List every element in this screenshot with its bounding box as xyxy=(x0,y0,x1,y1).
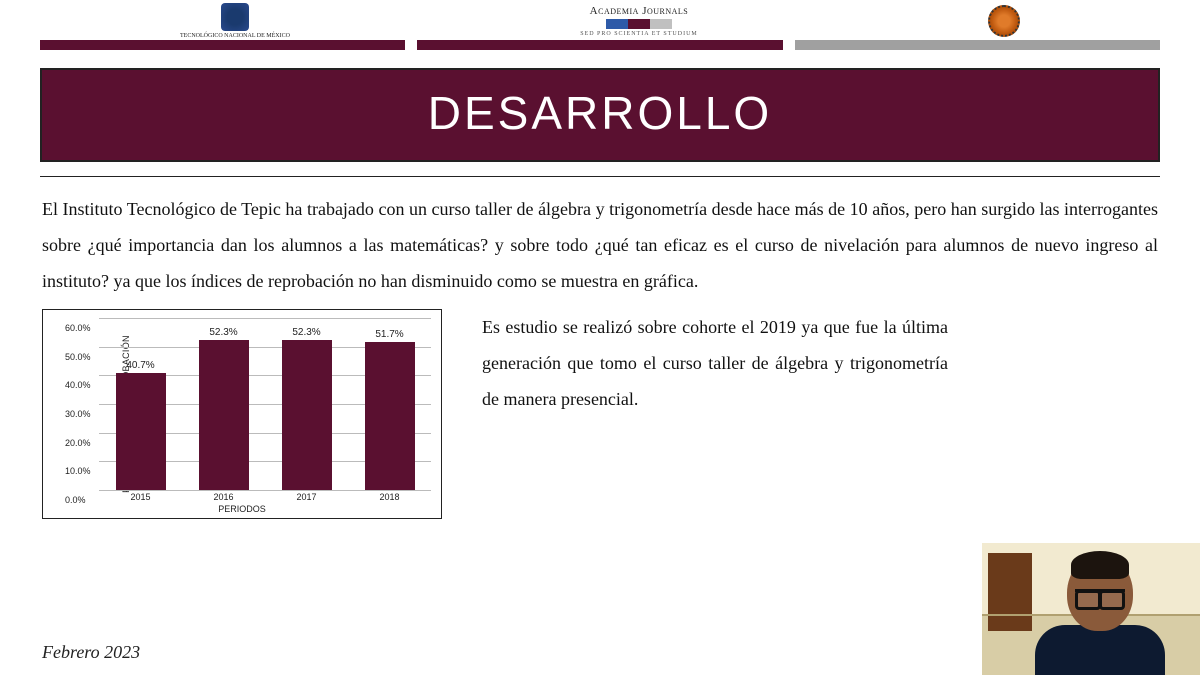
chart-xtick: 2018 xyxy=(379,492,399,502)
logo-center: Academia Journals SED PRO SCIENTIA ET ST… xyxy=(580,5,698,37)
chart-xlabel: PERIODOS xyxy=(43,504,441,514)
side-paragraph: Es estudio se realizó sobre cohorte el 2… xyxy=(482,309,1158,417)
tecnm-icon xyxy=(221,3,249,31)
chart-xtick: 2016 xyxy=(213,492,233,502)
chart-ytick: 10.0% xyxy=(65,466,91,476)
main-paragraph: El Instituto Tecnológico de Tepic ha tra… xyxy=(42,191,1158,299)
tri-stripe xyxy=(0,40,1200,50)
chart-bar-label: 52.3% xyxy=(209,327,237,338)
title-band: DESARROLLO xyxy=(40,68,1160,162)
logo-left-label: TECNOLÓGICO NACIONAL DE MÉXICO xyxy=(180,33,290,39)
logo-center-sub: SED PRO SCIENTIA ET STUDIUM xyxy=(580,31,698,37)
chart-xtick: 2017 xyxy=(296,492,316,502)
chart-bar xyxy=(116,373,166,490)
chart-ytick: 50.0% xyxy=(65,352,91,362)
chart-ytick: 60.0% xyxy=(65,323,91,333)
chart-bar xyxy=(199,340,249,490)
header-logos: TECNOLÓGICO NACIONAL DE MÉXICO Academia … xyxy=(0,0,1200,40)
logo-left: TECNOLÓGICO NACIONAL DE MÉXICO xyxy=(180,3,290,39)
seal-icon xyxy=(988,5,1020,37)
page-title: DESARROLLO xyxy=(42,86,1158,140)
logo-right xyxy=(988,5,1020,37)
chart-bar xyxy=(282,340,332,490)
lower-row: PORCENTAJES DE REPROBACIÓN 40.7%52.3%52.… xyxy=(42,309,1158,519)
chart-bar xyxy=(365,342,415,490)
chart-gridline xyxy=(99,490,431,491)
logo-center-bars xyxy=(580,19,698,29)
chart-plot-area: 40.7% 52.3% 52.3% 51.7% xyxy=(99,318,431,490)
chart-ytick: 30.0% xyxy=(65,409,91,419)
chart-bar-label: 51.7% xyxy=(375,329,403,340)
chart-ytick: 0.0% xyxy=(65,495,86,505)
chart-gridline xyxy=(99,318,431,319)
divider xyxy=(40,176,1160,177)
webcam-overlay xyxy=(982,543,1200,675)
chart-bar-label: 40.7% xyxy=(126,360,154,371)
bar-chart: PORCENTAJES DE REPROBACIÓN 40.7%52.3%52.… xyxy=(42,309,442,519)
chart-xtick: 2015 xyxy=(130,492,150,502)
logo-center-label: Academia Journals xyxy=(580,5,698,17)
webcam-person xyxy=(1030,555,1170,675)
chart-ytick: 40.0% xyxy=(65,380,91,390)
webcam-door xyxy=(988,553,1032,631)
footer-date: Febrero 2023 xyxy=(42,642,140,663)
chart-bar-label: 52.3% xyxy=(292,327,320,338)
chart-ytick: 20.0% xyxy=(65,438,91,448)
